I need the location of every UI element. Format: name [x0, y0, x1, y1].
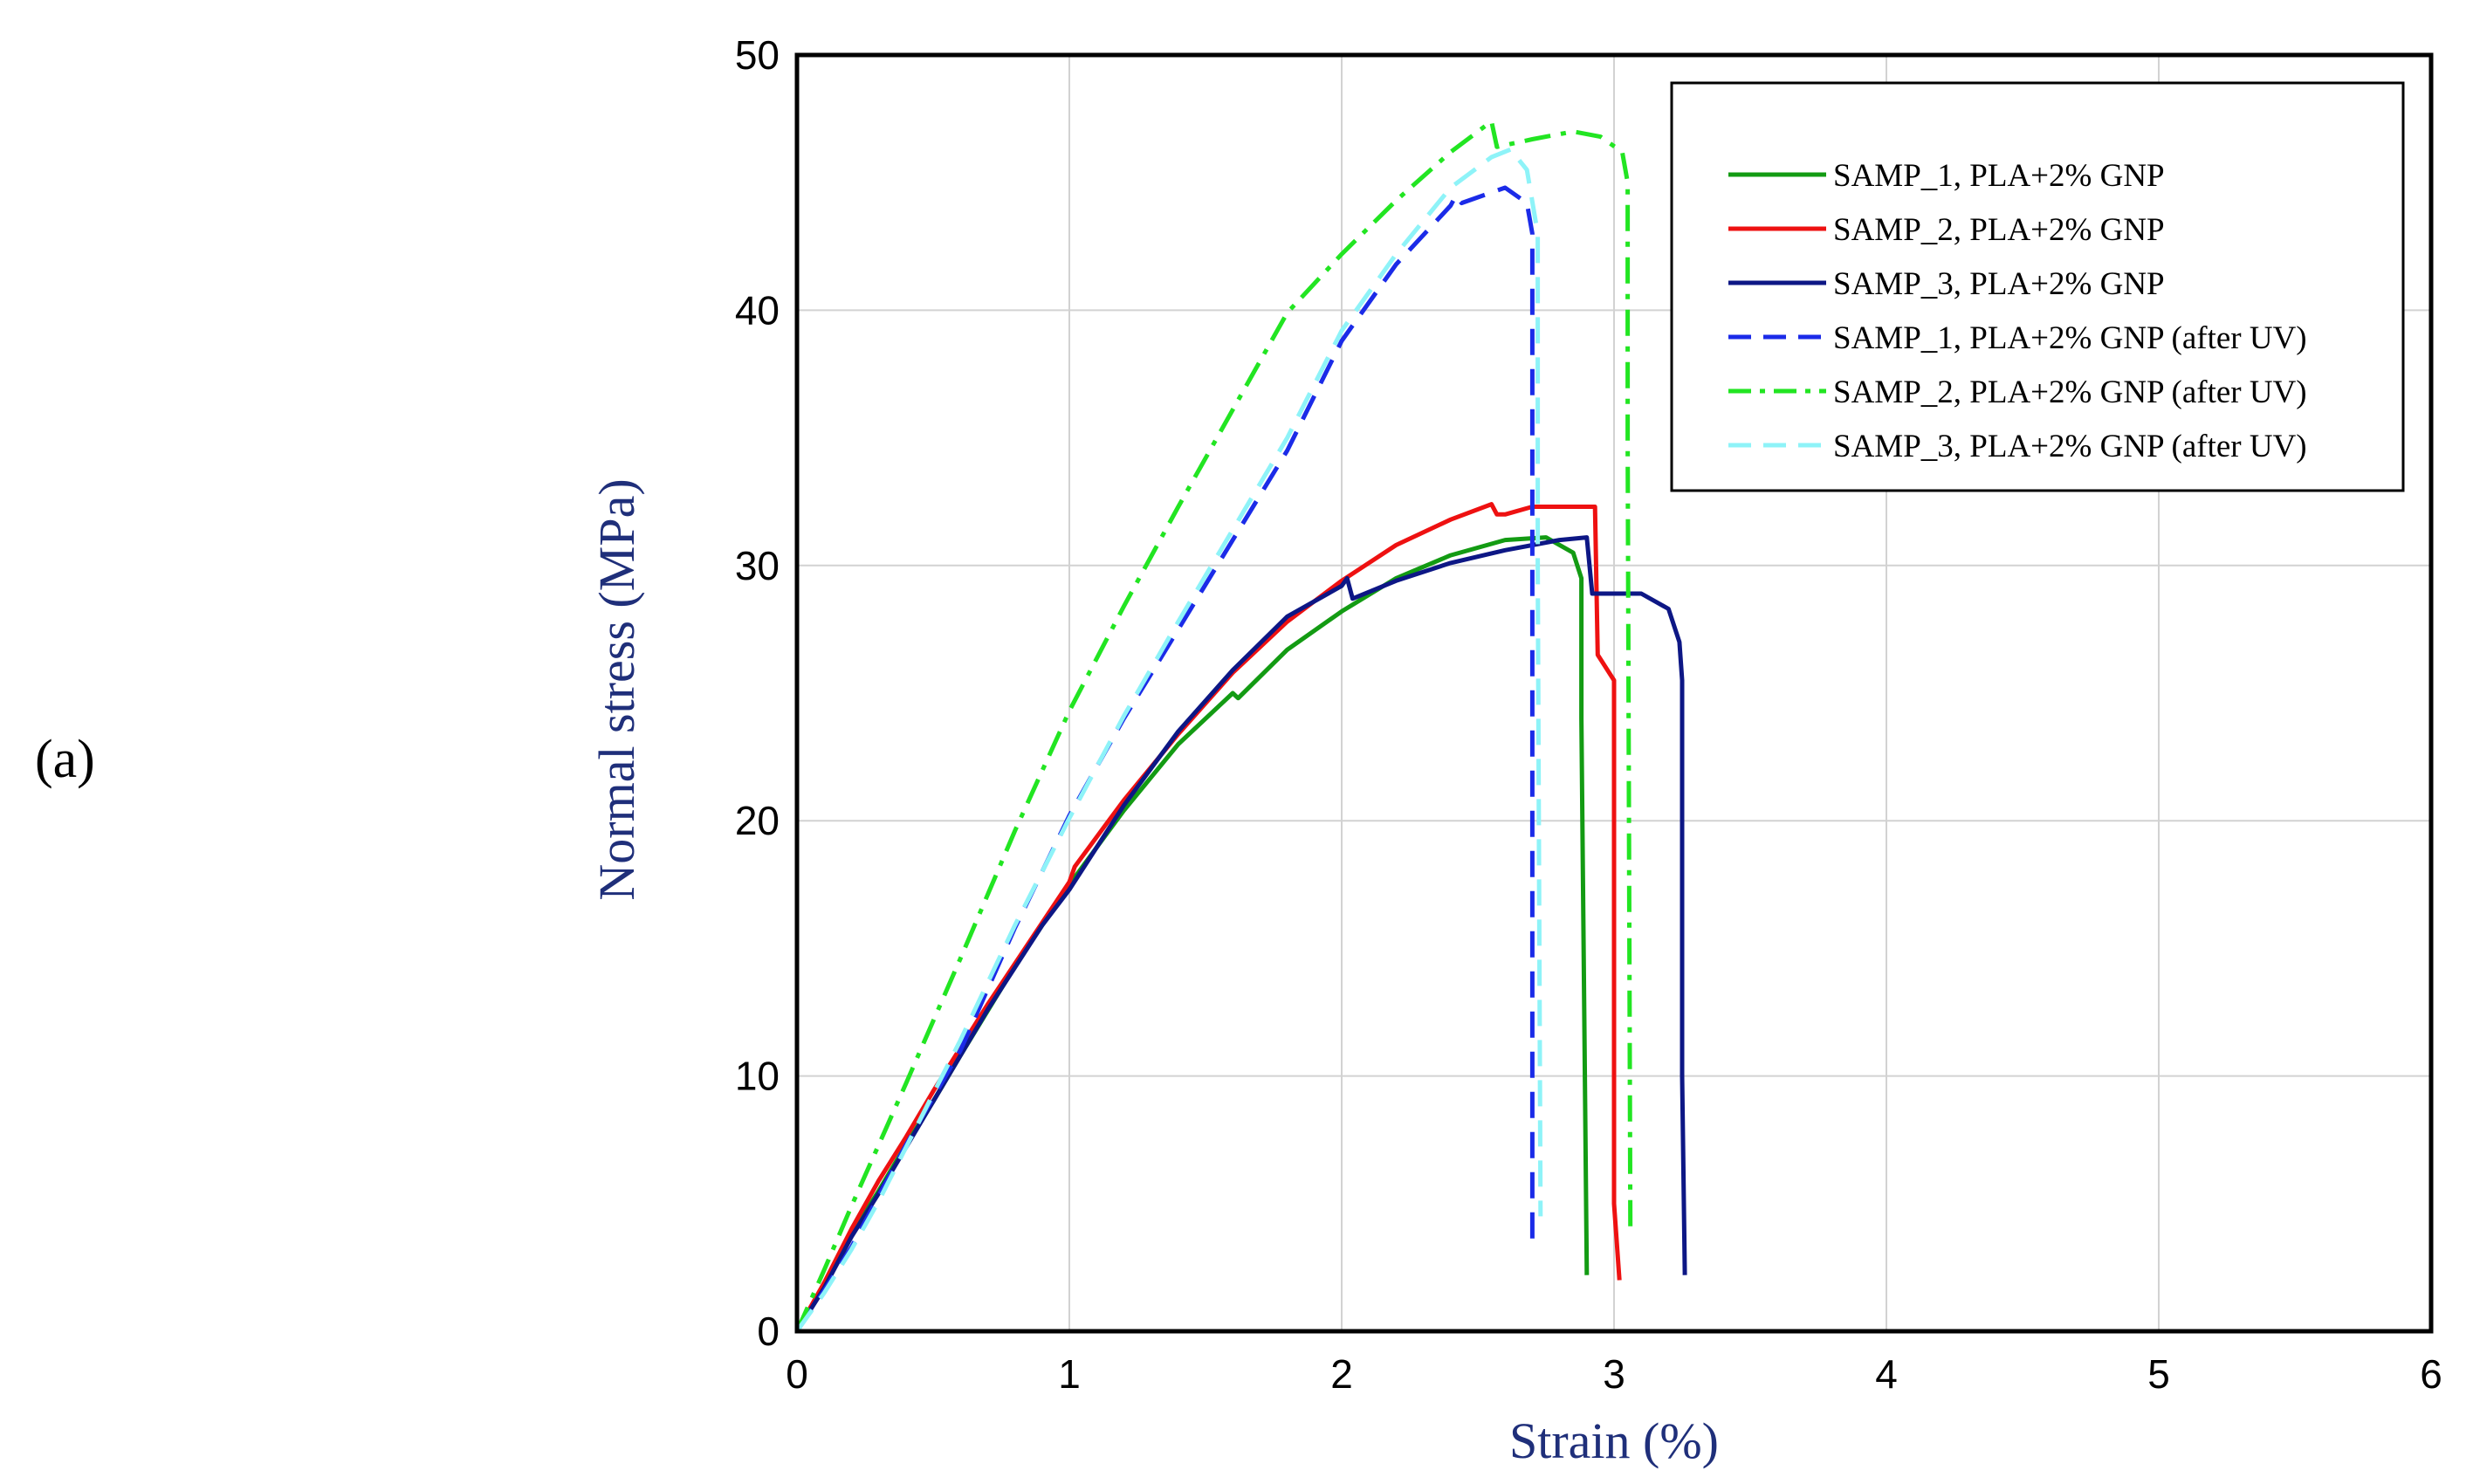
series-line-1: [794, 535, 1590, 1333]
y-tick-label: 10: [735, 1054, 780, 1099]
y-tick-label: 20: [735, 798, 780, 843]
legend-entries: SAMP_1, PLA+2% GNP SAMP_2, PLA+2% GNP SAMP…: [1728, 158, 2307, 464]
y-tick-label: 50: [735, 32, 780, 78]
legend: SAMP_1, PLA+2% GNP SAMP_2, PLA+2% GNP SAMP…: [1670, 81, 2405, 492]
legend-label-5: SAMP_2, PLA+2% GNP (after UV): [1833, 374, 2307, 410]
series-line-2: [794, 502, 1622, 1333]
x-tick-label: 1: [1058, 1351, 1081, 1397]
x-tick-label: 6: [2420, 1351, 2442, 1397]
y-tick-label: 40: [735, 287, 780, 333]
legend-label-4: SAMP_1, PLA+2% GNP (after UV): [1833, 320, 2307, 356]
y-axis-title: Normal stress (MPa): [588, 478, 645, 900]
series-lines: [794, 119, 1687, 1333]
x-tick-label: 2: [1330, 1351, 1353, 1397]
x-axis-title: Strain (%): [1509, 1412, 1719, 1469]
legend-label-2: SAMP_2, PLA+2% GNP: [1833, 212, 2165, 248]
panel-label: (a): [35, 730, 95, 789]
series-line-3: [794, 535, 1687, 1333]
series-line-4: [794, 185, 1535, 1333]
legend-label-3: SAMP_3, PLA+2% GNP: [1833, 266, 2165, 302]
plot-frame: [794, 52, 2434, 1334]
series-line-6: [794, 147, 1543, 1333]
x-tick-label: 4: [1875, 1351, 1898, 1397]
legend-box: [1670, 81, 2405, 492]
x-tick-labels: 0 1 2 3 4 5 6: [786, 1351, 2442, 1397]
series-line-5: [794, 119, 1633, 1333]
y-tick-label: 30: [735, 543, 780, 588]
x-tick-label: 3: [1603, 1351, 1625, 1397]
y-tick-label: 0: [757, 1309, 780, 1354]
y-tick-labels: 0 10 20 30 40 50: [735, 32, 780, 1354]
x-tick-label: 5: [2147, 1351, 2170, 1397]
x-tick-label: 0: [786, 1351, 808, 1397]
legend-label-1: SAMP_1, PLA+2% GNP: [1833, 158, 2165, 194]
legend-label-6: SAMP_3, PLA+2% GNP (after UV): [1833, 429, 2307, 464]
